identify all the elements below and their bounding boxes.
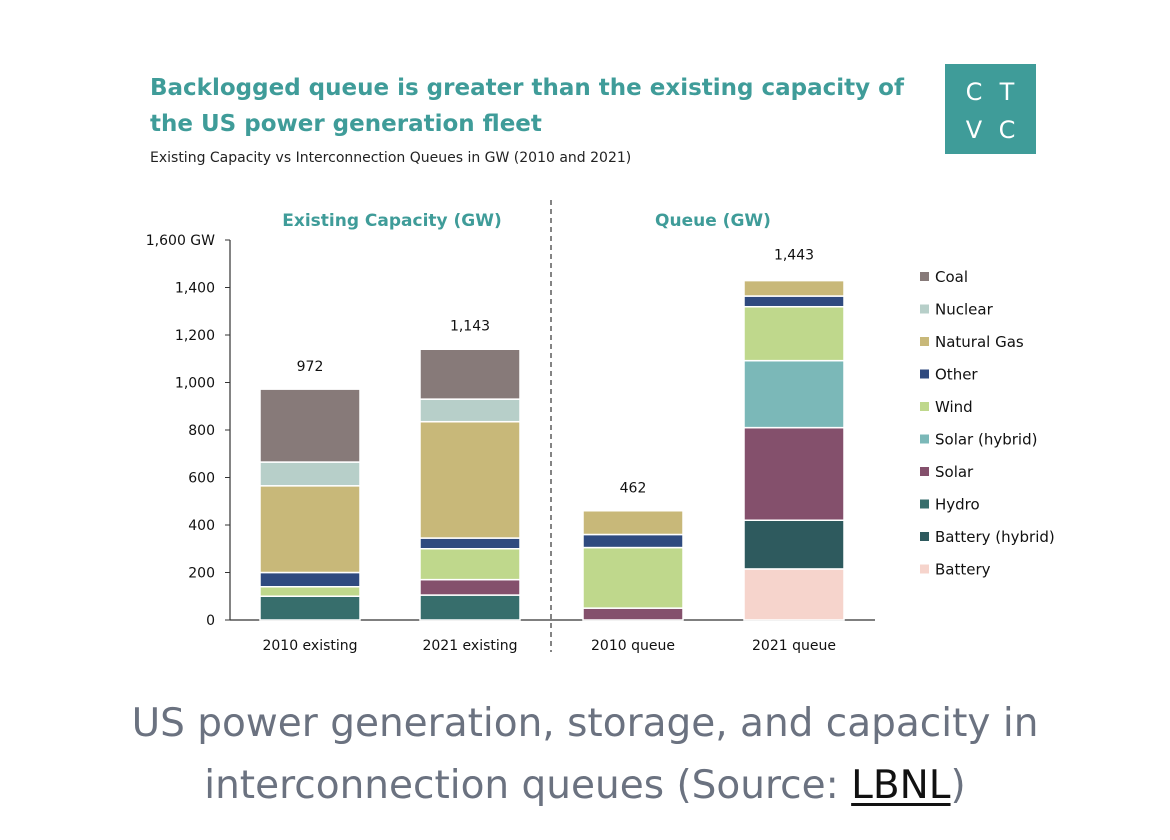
y-tick-label: 400 (188, 518, 215, 534)
logo-letter: C (965, 78, 983, 106)
legend-label: Battery (hybrid) (935, 528, 1055, 546)
bar-segment (259, 461, 361, 487)
y-tick-label: 600 (188, 471, 215, 487)
bar-segment (743, 519, 845, 570)
group-label-queue: Queue (GW) (655, 211, 771, 231)
legend-label: Nuclear (935, 301, 994, 319)
bar-segment (419, 348, 521, 400)
legend-label: Solar (hybrid) (935, 431, 1037, 449)
bar-segment (259, 388, 361, 463)
x-tick-label: 2010 existing (262, 638, 357, 654)
legend-label: Battery (935, 561, 991, 579)
group-label-existing: Existing Capacity (GW) (282, 211, 502, 231)
ctvc-logo: C T V C (945, 64, 1036, 154)
bar-segment (743, 359, 845, 429)
y-tick-label: 1,000 (175, 376, 215, 392)
x-tick-label: 2021 existing (422, 638, 517, 654)
chart-title: Backlogged queue is greater than the exi… (150, 75, 904, 137)
bar-segment (582, 533, 684, 549)
caption-text: US power generation, storage, and capaci… (131, 701, 1039, 808)
y-tick-label: 1,600 GW (146, 233, 215, 249)
legend-label: Other (935, 366, 978, 384)
bar-segment (743, 295, 845, 308)
bar-segment (582, 607, 684, 621)
bar-segment (419, 594, 521, 621)
bar-total-label: 462 (620, 480, 647, 496)
legend-swatch (920, 272, 929, 281)
bar-segment (259, 586, 361, 597)
logo-letter: V (965, 116, 983, 144)
legend-swatch (920, 402, 929, 411)
bar-total-label: 1,143 (450, 319, 490, 335)
legend-label: Wind (935, 398, 973, 416)
bar-segment (743, 568, 845, 621)
bar-segment (582, 510, 684, 536)
bar-total-label: 1,443 (774, 247, 814, 263)
legend-swatch (920, 532, 929, 541)
bar-segment (582, 546, 684, 609)
y-tick-label: 200 (188, 566, 215, 582)
legend-swatch (920, 369, 929, 379)
legend-swatch (920, 564, 929, 574)
stacked-bar-chart: 0 200 400 600 800 1,000 1,200 1,400 1,600 GW Exis… (146, 200, 1055, 654)
logo-letter: C (998, 116, 1016, 144)
x-tick-label: 2010 queue (591, 638, 675, 654)
y-tick-label: 800 (188, 423, 215, 439)
bar-segment (743, 305, 845, 362)
legend-label: Hydro (935, 496, 980, 514)
source-link[interactable]: LBNL (851, 763, 951, 808)
bar-total-label: 972 (297, 359, 324, 375)
y-tick-label: 1,400 (175, 281, 215, 297)
bar-segment (259, 571, 361, 588)
legend-label: Coal (935, 268, 968, 286)
bar-segment (743, 279, 845, 297)
image-caption: US power generation, storage, and capaci… (60, 693, 1110, 817)
bar-segment (419, 398, 521, 423)
bar-segment (743, 426, 845, 521)
bar-segment (259, 595, 361, 621)
y-tick-label: 0 (206, 613, 215, 629)
logo-letter: T (999, 78, 1015, 106)
legend-swatch (920, 337, 929, 346)
legend-swatch (920, 304, 929, 314)
bar-segment (419, 578, 521, 596)
x-tick-label: 2021 queue (752, 638, 836, 654)
legend-swatch (920, 434, 929, 444)
bar-segment (259, 485, 361, 574)
legend-label: Solar (935, 463, 974, 481)
legend-swatch (920, 467, 929, 476)
bar-segment (419, 537, 521, 550)
chart-subtitle: Existing Capacity vs Interconnection Que… (150, 150, 632, 166)
y-tick-label: 1,200 (175, 328, 215, 344)
caption-suffix: ) (950, 763, 966, 808)
legend-swatch (920, 499, 929, 509)
legend-label: Natural Gas (935, 333, 1024, 351)
bar-segment (419, 420, 521, 539)
bar-segment (419, 548, 521, 581)
